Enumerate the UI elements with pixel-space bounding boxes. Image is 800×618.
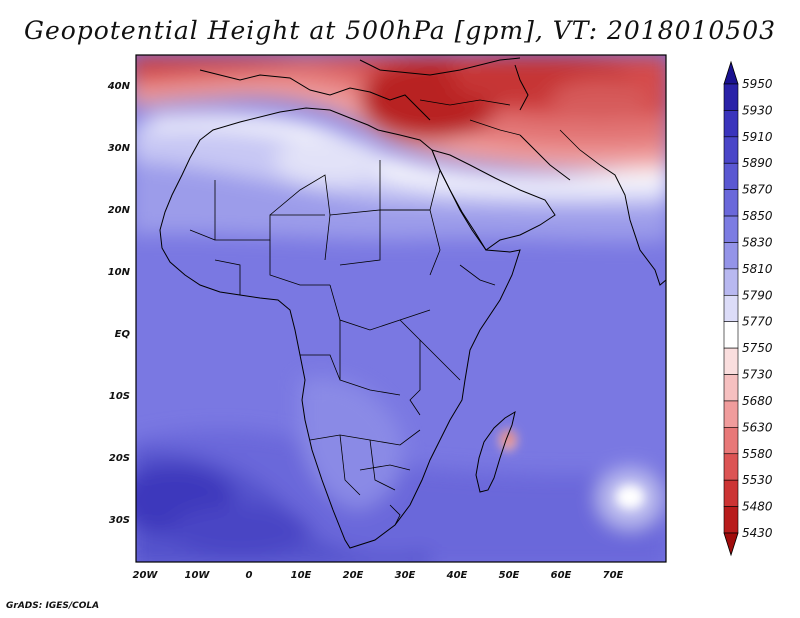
x-tick-70e: 70E [603, 570, 624, 581]
x-tick-50e: 50E [499, 570, 520, 581]
map-frame [135, 54, 667, 563]
colorbar-swatch [723, 374, 739, 402]
colorbar-swatch [723, 242, 739, 270]
colorbar-swatch [723, 268, 739, 296]
colorbar-swatch [723, 215, 739, 243]
colorbar-label: 5870 [742, 183, 773, 197]
x-tick-0: 0 [246, 570, 253, 581]
colorbar-label: 5830 [742, 235, 773, 249]
x-tick-10e: 10E [291, 570, 312, 581]
colorbar-label: 5530 [742, 473, 773, 487]
x-tick-20e: 20E [343, 570, 364, 581]
colorbar-label: 5790 [742, 288, 773, 302]
map-title: Geopotential Height at 500hPa [gpm], VT:… [23, 16, 777, 45]
x-tick-20w: 20W [133, 570, 159, 581]
grads-credit: GrADS: IGES/COLA [6, 601, 100, 611]
colorbar-label: 5770 [742, 315, 773, 329]
colorbar-label: 5850 [742, 209, 773, 223]
y-tick-20s: 20S [109, 453, 130, 464]
colorbar-swatch [723, 347, 739, 375]
geopotential-field [136, 55, 666, 562]
colorbar-label: 5750 [742, 341, 773, 355]
y-tick-30s: 30S [109, 515, 130, 526]
colorbar-label: 5890 [742, 156, 773, 170]
colorbar-label: 5950 [742, 77, 773, 91]
colorbar-swatch [723, 321, 739, 349]
colorbar-bottom-triangle [723, 532, 739, 557]
colorbar-swatch [723, 136, 739, 164]
x-tick-60e: 60E [551, 570, 572, 581]
x-tick-10w: 10W [185, 570, 211, 581]
colorbar-top-triangle [723, 60, 739, 85]
y-tick-30n: 30N [108, 143, 131, 154]
x-tick-40e: 40E [446, 570, 468, 581]
colorbar-swatch [723, 162, 739, 190]
colorbar-label: 5680 [742, 394, 773, 408]
colorbar-label: 5630 [742, 420, 773, 434]
y-tick-10n: 10N [108, 267, 131, 278]
colorbar-label: 5910 [742, 130, 773, 144]
colorbar-swatch [723, 479, 739, 507]
x-tick-labels: 20W 10W 0 10E 20E 30E 40E 50E 60E 70E [133, 570, 624, 581]
colorbar-swatch [723, 110, 739, 138]
colorbar-swatch [723, 189, 739, 217]
colorbar-label: 5430 [742, 526, 773, 540]
colorbar-swatch [723, 453, 739, 481]
colorbar-label: 5480 [742, 500, 773, 514]
colorbar-label: 5730 [742, 368, 773, 382]
colorbar-swatch [723, 294, 739, 323]
x-tick-30e: 30E [395, 570, 416, 581]
coastlines [159, 57, 666, 549]
y-tick-40n: 40N [107, 81, 131, 92]
colorbar-swatch [723, 506, 739, 534]
colorbar-label: 5930 [742, 103, 773, 117]
y-tick-20n: 20N [108, 205, 131, 216]
colorbar-swatch [723, 400, 739, 428]
y-tick-labels: 40N 30N 20N 10N EQ 10S 20S 30S [107, 81, 131, 526]
country-borders [189, 99, 601, 526]
y-tick-eq: EQ [115, 329, 131, 340]
colorbar-swatch [723, 83, 739, 111]
y-tick-10s: 10S [109, 391, 130, 402]
colorbar-swatch [723, 427, 739, 455]
colorbar-label: 5580 [742, 447, 773, 461]
colorbar-label: 5810 [742, 262, 773, 276]
colorbar: 5950 5930 5910 5890 5870 5850 5830 5810 5790 5770… [723, 60, 773, 557]
